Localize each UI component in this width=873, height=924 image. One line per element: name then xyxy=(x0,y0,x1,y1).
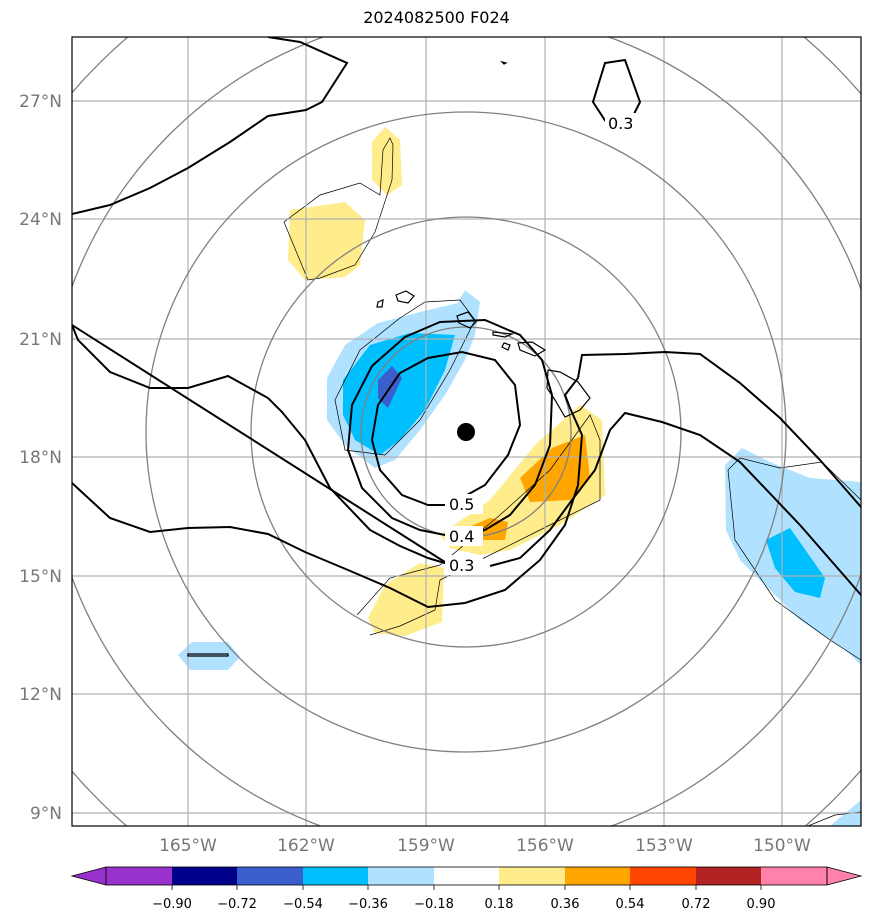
colorbar-extend-high xyxy=(826,866,863,886)
contour-label: 0.5 xyxy=(449,495,474,514)
colorbar-segment xyxy=(237,867,303,885)
colorbar-tick-label: −0.18 xyxy=(414,897,454,912)
colorbar-tick-label: 0.36 xyxy=(551,897,580,912)
contour-label: 0.3 xyxy=(608,114,633,133)
map-frame xyxy=(71,36,862,827)
contour-0.3-a xyxy=(72,323,449,565)
lat-label: 21°N xyxy=(19,330,62,350)
anomaly-fill-pos-018 xyxy=(288,202,365,280)
colorbar-tick-label: 0.72 xyxy=(682,897,711,912)
colorbar-tick-label: −0.54 xyxy=(283,897,323,912)
anomaly-fill-pos-036 xyxy=(520,435,590,502)
colorbar-segment xyxy=(106,867,172,885)
lon-label: 156°W xyxy=(516,836,574,856)
colorbar-segment xyxy=(172,867,237,885)
contour-0.3-d xyxy=(72,37,349,215)
lon-label: 159°W xyxy=(397,836,455,856)
positive-anomaly-regions xyxy=(288,127,605,636)
colorbar-frame xyxy=(105,866,828,886)
colorbar-segment xyxy=(761,867,827,885)
island-kauai xyxy=(395,290,415,304)
colorbar-segment xyxy=(499,867,565,885)
colorbar-segment xyxy=(368,867,434,885)
contour-label: 0.4 xyxy=(449,527,474,546)
contour-0.5 xyxy=(370,350,522,506)
colorbar-ticks xyxy=(171,885,762,890)
contour-labels: 0.3 0.5 0.4 0.3 xyxy=(445,113,641,575)
colorbar: −0.90 −0.72 −0.54 −0.36 −0.18 0.18 0.36 … xyxy=(70,866,863,912)
anomaly-outlines xyxy=(283,137,861,826)
island-johnston xyxy=(187,653,229,657)
storm-center-icon xyxy=(457,423,475,441)
lat-label: 15°N xyxy=(19,567,62,587)
lat-label: 18°N xyxy=(19,448,62,468)
anomaly-fill-neg-036 xyxy=(766,528,825,598)
contour-0.3-c xyxy=(72,350,861,609)
colorbar-tick-label: 0.90 xyxy=(747,897,776,912)
colorbar-segment xyxy=(434,867,499,885)
longitude-labels: 165°W 162°W 159°W 156°W 153°W 150°W xyxy=(159,836,811,856)
colorbar-extend-low xyxy=(70,866,107,886)
anomaly-fill-pos-018 xyxy=(372,127,402,195)
island-nihoa xyxy=(500,60,508,65)
colorbar-tick-label: −0.72 xyxy=(217,897,257,912)
lat-label: 12°N xyxy=(19,685,62,705)
colorbar-segment xyxy=(696,867,761,885)
lat-label: 9°N xyxy=(30,804,62,824)
contour-lines xyxy=(72,37,861,609)
colorbar-tick-label: 0.54 xyxy=(616,897,645,912)
colorbar-segment xyxy=(565,867,630,885)
colorbar-tick-label: 0.18 xyxy=(485,897,514,912)
island-big-island xyxy=(546,369,591,418)
contour-0.3-e xyxy=(591,58,642,129)
lon-label: 162°W xyxy=(277,836,335,856)
island-lanai xyxy=(501,342,511,351)
island-maui xyxy=(517,341,547,357)
lon-label: 165°W xyxy=(159,836,217,856)
island-molokai xyxy=(492,331,515,338)
contour-0.3-b xyxy=(489,411,861,596)
lon-label: 153°W xyxy=(635,836,693,856)
island-niihau xyxy=(376,299,384,308)
contour-label: 0.3 xyxy=(449,556,474,575)
colorbar-segment xyxy=(303,867,368,885)
colorbar-tick-label: −0.90 xyxy=(152,897,192,912)
map-title: 2024082500 F024 xyxy=(363,8,510,27)
anomaly-fill-pos-018 xyxy=(368,563,444,636)
contour-0.4 xyxy=(346,318,554,537)
anomaly-fill-neg-036 xyxy=(343,333,455,455)
lat-label: 24°N xyxy=(19,210,62,230)
latitude-labels: 27°N 24°N 21°N 18°N 15°N 12°N 9°N xyxy=(19,92,62,824)
lat-label: 27°N xyxy=(19,92,62,112)
lon-label: 150°W xyxy=(753,836,811,856)
colorbar-tick-label: −0.36 xyxy=(348,897,388,912)
colorbar-segment xyxy=(630,867,696,885)
